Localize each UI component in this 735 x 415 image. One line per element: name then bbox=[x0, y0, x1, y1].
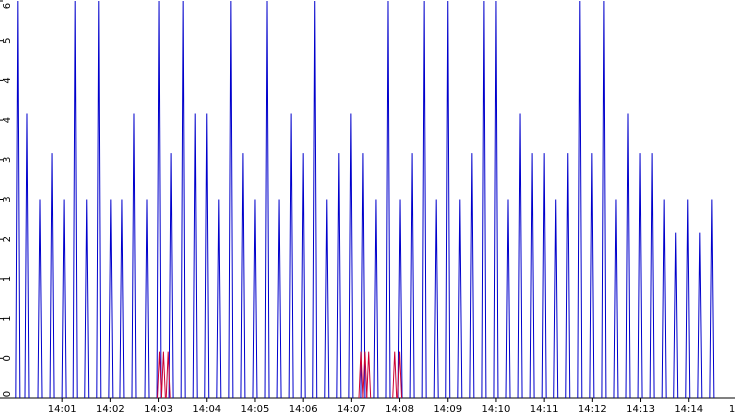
spike bbox=[421, 0, 427, 399]
spike bbox=[240, 153, 246, 399]
x-tick-label: 14:09 bbox=[433, 404, 462, 415]
spike bbox=[276, 199, 282, 399]
spike bbox=[108, 199, 114, 399]
spike bbox=[336, 153, 342, 399]
x-tick-label: 14:01 bbox=[48, 404, 77, 415]
spike bbox=[673, 232, 679, 399]
spike bbox=[505, 199, 511, 399]
spike bbox=[156, 0, 162, 399]
x-tick-label: 14:13 bbox=[626, 404, 655, 415]
spike bbox=[433, 199, 439, 399]
spike bbox=[709, 199, 715, 399]
x-tick-label: 14:08 bbox=[385, 404, 414, 415]
spike bbox=[589, 153, 595, 399]
spike bbox=[96, 0, 102, 399]
spike bbox=[360, 153, 366, 399]
x-tick-label: 14:12 bbox=[578, 404, 607, 415]
spike bbox=[625, 113, 631, 399]
y-tick-label: 0 bbox=[2, 391, 13, 397]
spike bbox=[553, 199, 559, 399]
spike bbox=[373, 199, 379, 399]
x-tick-label: 14:11 bbox=[530, 404, 559, 415]
spike bbox=[697, 232, 703, 399]
spike bbox=[397, 199, 403, 399]
x-tick-label: 14:04 bbox=[192, 404, 221, 415]
spike bbox=[565, 153, 571, 399]
spike bbox=[37, 199, 43, 399]
x-tick-label: 14:14 bbox=[674, 404, 703, 415]
spike bbox=[637, 153, 643, 399]
y-tick-label: 1 bbox=[2, 315, 13, 321]
spike bbox=[348, 113, 354, 399]
x-tick-label: 14:05 bbox=[241, 404, 270, 415]
spike bbox=[84, 199, 90, 399]
spike bbox=[661, 199, 667, 399]
spike bbox=[541, 153, 547, 399]
y-tick-label: 3 bbox=[2, 196, 13, 202]
spike bbox=[397, 351, 403, 399]
spike bbox=[601, 0, 607, 399]
y-tick-label: 0 bbox=[2, 355, 13, 361]
spike bbox=[517, 113, 523, 399]
spike bbox=[252, 199, 258, 399]
spike bbox=[362, 351, 368, 399]
spike bbox=[288, 113, 294, 399]
x-tick-label: 14:07 bbox=[337, 404, 366, 415]
spike bbox=[312, 0, 318, 399]
x-tick-label: 14: bbox=[729, 404, 735, 415]
spike bbox=[131, 113, 137, 399]
spike bbox=[168, 153, 174, 399]
spike bbox=[366, 351, 372, 399]
spike bbox=[613, 199, 619, 399]
spike bbox=[649, 153, 655, 399]
spike bbox=[685, 199, 691, 399]
spike bbox=[15, 0, 21, 399]
spike bbox=[493, 0, 499, 399]
spike bbox=[204, 113, 210, 399]
spike bbox=[216, 199, 222, 399]
spike bbox=[457, 199, 463, 399]
spike bbox=[61, 199, 67, 399]
spike bbox=[264, 0, 270, 399]
y-tick-label: 3 bbox=[2, 157, 13, 163]
spike bbox=[324, 199, 330, 399]
y-tick-label: 5 bbox=[2, 38, 13, 44]
spike bbox=[192, 113, 198, 399]
spike bbox=[24, 113, 30, 399]
spike bbox=[72, 0, 78, 399]
spike bbox=[228, 0, 234, 399]
spike bbox=[481, 0, 487, 399]
spike bbox=[180, 0, 186, 399]
x-tick-label: 14:10 bbox=[482, 404, 511, 415]
spike bbox=[119, 199, 125, 399]
spike bbox=[165, 351, 171, 399]
spike bbox=[49, 153, 55, 399]
spike bbox=[445, 0, 451, 399]
spike bbox=[409, 153, 415, 399]
spike bbox=[529, 153, 535, 399]
spike bbox=[392, 351, 398, 399]
spike bbox=[300, 153, 306, 399]
x-tick-label: 14:06 bbox=[289, 404, 318, 415]
spike bbox=[160, 351, 166, 399]
spike bbox=[144, 199, 150, 399]
y-tick-label: 1 bbox=[2, 276, 13, 282]
y-tick-label: 2 bbox=[2, 236, 13, 242]
spike bbox=[385, 0, 391, 399]
spike bbox=[157, 351, 163, 399]
spike bbox=[469, 153, 475, 399]
x-tick-label: 14:03 bbox=[144, 404, 173, 415]
x-tick-label: 14:02 bbox=[96, 404, 125, 415]
spike bbox=[577, 0, 583, 399]
y-tick-label: 6 bbox=[2, 3, 13, 9]
y-tick-label: 4 bbox=[2, 77, 13, 83]
spike bbox=[358, 351, 364, 399]
y-tick-label: 4 bbox=[2, 117, 13, 123]
